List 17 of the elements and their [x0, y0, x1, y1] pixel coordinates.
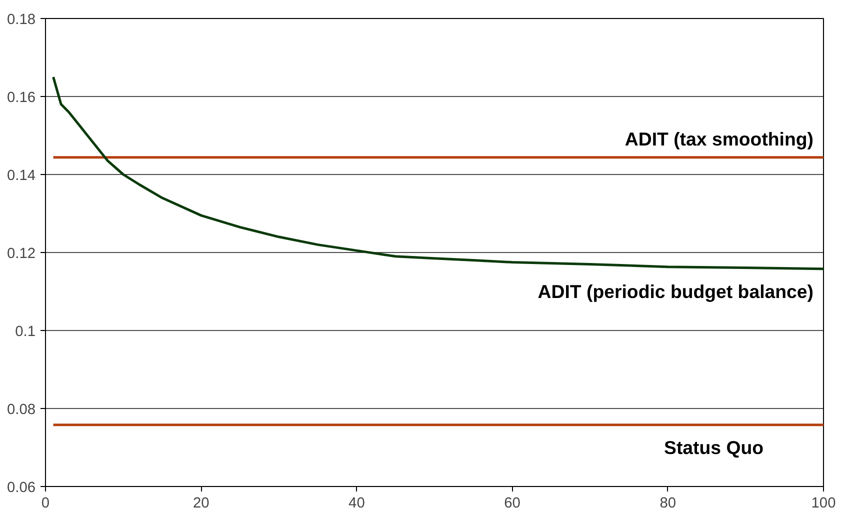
series-label: ADIT (periodic budget balance)	[538, 280, 814, 302]
x-tick-label: 20	[192, 496, 210, 512]
series-label: Status Quo	[664, 436, 764, 458]
y-tick-label: 0.08	[6, 402, 36, 418]
y-tick-label: 0.1	[15, 324, 36, 340]
x-tick-label: 40	[348, 496, 365, 512]
x-tick-label: 0	[41, 496, 50, 512]
y-tick-label: 0.16	[6, 90, 36, 106]
y-tick-label: 0.18	[6, 12, 36, 28]
x-tick-label: 60	[504, 496, 520, 512]
x-tick-label: 100	[811, 496, 836, 512]
y-tick-label: 0.12	[6, 246, 36, 262]
line-series	[52, 76, 824, 270]
x-tick-label: 80	[660, 496, 676, 512]
y-tick-label: 0.14	[6, 168, 36, 184]
y-tick-label: 0.06	[6, 480, 36, 496]
series-label: ADIT (tax smoothing)	[624, 128, 814, 150]
